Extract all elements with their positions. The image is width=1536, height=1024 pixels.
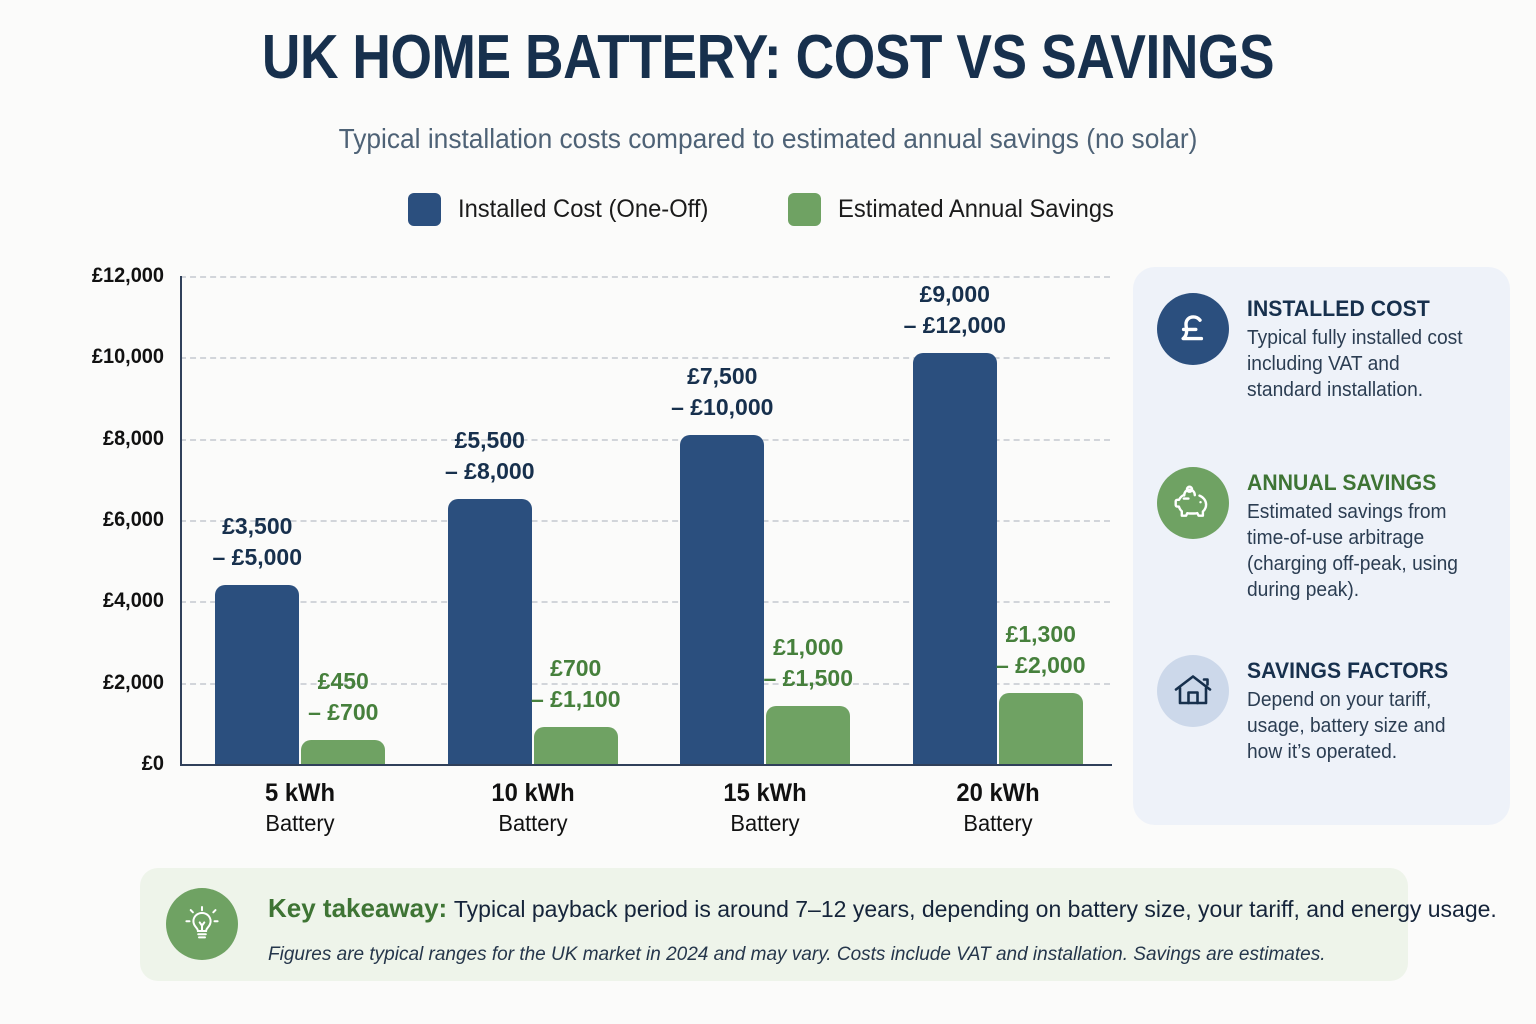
bar-value-line1: £1,300	[1005, 620, 1076, 647]
legend-label-savings: Estimated Annual Savings	[837, 195, 1114, 223]
y-axis-line	[180, 276, 182, 766]
side-card-heading: SAVINGS FACTORS	[1247, 658, 1449, 683]
x-axis-category-label: 15 kWh Battery	[675, 778, 855, 838]
gridline	[180, 601, 1110, 604]
y-axis-tick-label: £2,000	[102, 670, 164, 694]
bar-value-line2: – £1,100	[530, 686, 621, 713]
gridline	[180, 682, 1110, 685]
bar-value-line1: £450	[317, 667, 369, 694]
side-card-heading: INSTALLED COST	[1247, 296, 1430, 321]
x-axis-line	[180, 764, 1112, 766]
bar-annual-savings[interactable]	[998, 692, 1083, 764]
legend-item-cost[interactable]: Installed Cost (One-Off)	[408, 193, 722, 226]
bar-value-line2: – £10,000	[671, 393, 774, 420]
bar-value-label-savings: £700 – £1,100	[494, 653, 658, 715]
bar-value-line1: £9,000	[919, 281, 990, 308]
y-axis-tick-label: £8,000	[102, 426, 164, 450]
bar-value-line1: £1,000	[773, 634, 844, 661]
category-size: 20 kWh	[956, 779, 1040, 807]
bar-installed-cost[interactable]	[447, 498, 532, 764]
legend-item-savings[interactable]: Estimated Annual Savings	[787, 193, 1128, 226]
bar-value-line2: – £2,000	[995, 651, 1086, 678]
side-panel-card: ANNUAL SAVINGS Estimated savings from tim…	[1157, 467, 1487, 603]
side-card-body: Depend on your tariff, usage, battery si…	[1247, 689, 1446, 763]
gridline	[180, 520, 1110, 522]
gridline	[180, 276, 1110, 278]
pound-sign-icon	[1157, 293, 1229, 365]
bar-value-line2: – £700	[308, 698, 379, 725]
bar-installed-cost[interactable]	[215, 585, 300, 764]
bar-annual-savings[interactable]	[533, 727, 618, 764]
gridline	[180, 438, 1110, 441]
bar-value-label-cost: £9,000 – £12,000	[873, 279, 1037, 341]
bar-value-label-cost: £5,500 – £8,000	[408, 425, 572, 487]
y-axis-tick-label: £6,000	[102, 508, 164, 531]
side-panel-card: INSTALLED COST Typical fully installed co…	[1157, 293, 1487, 403]
page-subtitle: Typical installation costs compared to e…	[338, 123, 1198, 154]
bar-value-line2: – £5,000	[212, 544, 303, 571]
category-size: 10 kWh	[491, 779, 575, 807]
bar-value-line2: – £8,000	[444, 457, 535, 484]
bar-installed-cost[interactable]	[912, 353, 997, 764]
bar-annual-savings[interactable]	[301, 739, 386, 764]
page-title: UK HOME BATTERY: COST VS SAVINGS	[261, 23, 1275, 92]
x-axis-category-label: 20 kWh Battery	[908, 778, 1088, 838]
legend-swatch-cost-icon	[408, 193, 441, 226]
side-card-body: Estimated savings from time-of-use arbit…	[1247, 501, 1458, 601]
bar-value-label-savings: £1,300 – £2,000	[959, 619, 1123, 681]
key-takeaway-panel: Key takeaway: Typical payback period is …	[140, 868, 1497, 981]
bar-value-line2: – £12,000	[903, 312, 1006, 339]
category-size: 15 kWh	[723, 779, 807, 807]
gridline	[180, 357, 1110, 360]
key-takeaway-label: Key takeaway:	[268, 893, 448, 923]
side-panel-card: SAVINGS FACTORS Depend on your tariff, us…	[1157, 655, 1487, 765]
x-axis-category-label: 5 kWh Battery	[210, 778, 390, 838]
bar-value-line1: £5,500	[454, 426, 525, 453]
x-axis-category-label: 10 kWh Battery	[443, 778, 623, 838]
bar-installed-cost[interactable]	[680, 434, 765, 764]
bar-value-label-savings: £1,000 – £1,500	[726, 632, 890, 694]
category-sublabel: Battery	[498, 810, 568, 836]
bar-annual-savings[interactable]	[766, 706, 851, 764]
category-size: 5 kWh	[265, 779, 336, 807]
side-panel: INSTALLED COST Typical fully installed co…	[1133, 267, 1510, 825]
y-axis-tick-label: £0	[141, 752, 164, 775]
category-sublabel: Battery	[265, 810, 335, 836]
bar-value-line1: £700	[550, 655, 602, 682]
category-sublabel: Battery	[730, 810, 800, 836]
bar-value-line1: £7,500	[687, 362, 758, 389]
legend-swatch-savings-icon	[787, 193, 821, 226]
chart-plot-area: £0 £2,000 £4,000 £6,000 £8,000 £10,000 £12,000…	[92, 264, 1110, 775]
y-axis-tick-label: £4,000	[102, 589, 164, 613]
side-card-heading: ANNUAL SAVINGS	[1247, 470, 1437, 495]
bar-value-line1: £3,500	[222, 513, 293, 540]
house-icon	[1157, 655, 1229, 727]
category-sublabel: Battery	[963, 810, 1033, 836]
legend-label-cost: Installed Cost (One-Off)	[458, 195, 709, 223]
bar-value-line2: – £1,500	[763, 665, 854, 692]
side-card-body: Typical fully installed cost including V…	[1247, 327, 1463, 401]
piggy-bank-icon	[1157, 467, 1229, 539]
bar-value-label-cost: £7,500 – £10,000	[640, 361, 804, 423]
y-axis-tick-label: £12,000	[91, 264, 164, 287]
bar-value-label-cost: £3,500 – £5,000	[175, 511, 339, 573]
lightbulb-icon	[166, 888, 238, 960]
key-takeaway-line: Key takeaway: Typical payback period is …	[268, 893, 1497, 925]
y-axis-tick-label: £10,000	[91, 345, 164, 369]
key-takeaway-text: Typical payback period is around 7–12 ye…	[453, 896, 1497, 922]
bar-value-label-savings: £450 – £700	[261, 666, 425, 728]
chart-legend: Installed Cost (One-Off) Estimated Annua…	[0, 193, 1536, 226]
footer-disclaimer: Figures are typical ranges for the UK ma…	[268, 944, 1326, 965]
